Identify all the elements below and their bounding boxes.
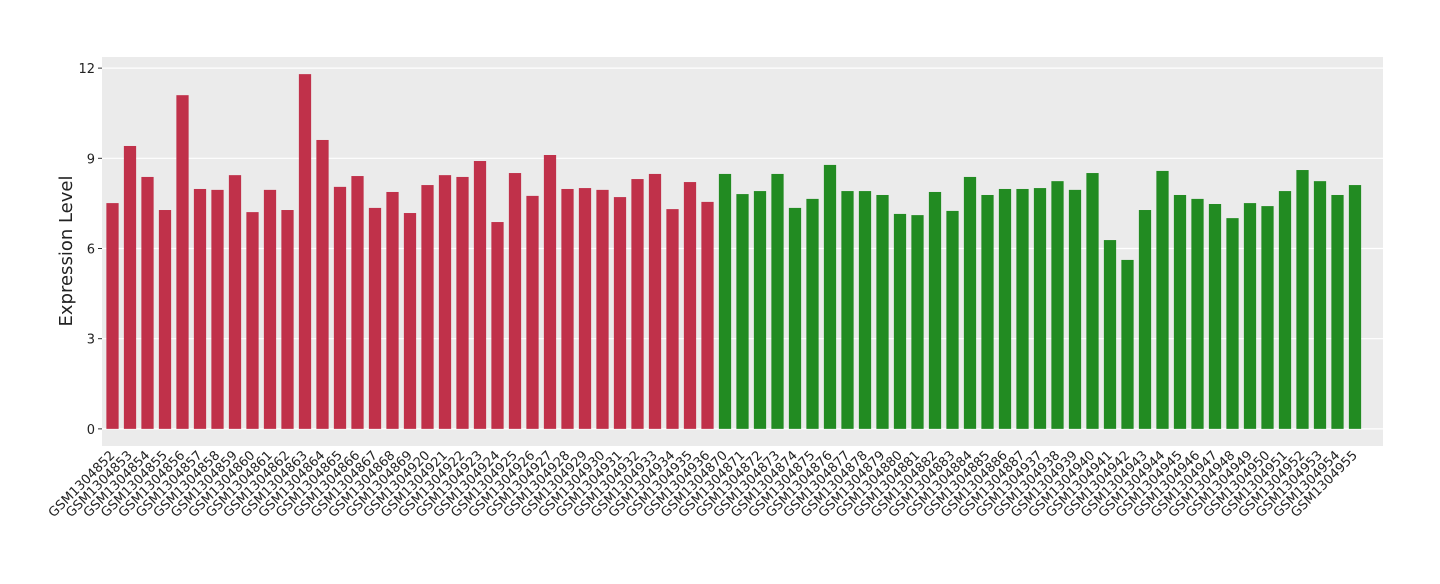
bar: [1313, 181, 1327, 429]
bar: [1016, 188, 1029, 429]
bar: [333, 186, 347, 429]
bar: [578, 188, 592, 429]
bar: [981, 194, 994, 429]
bar: [1261, 206, 1274, 429]
bar: [526, 195, 539, 429]
bar: [316, 139, 329, 429]
bar: [946, 210, 959, 429]
bar: [683, 182, 697, 429]
bar: [858, 191, 872, 429]
y-tick-label: 12: [78, 62, 95, 77]
bar: [771, 173, 784, 429]
y-axis-label: Expression Level: [56, 176, 77, 327]
bar: [176, 95, 189, 429]
bar: [211, 189, 224, 429]
bar: [193, 188, 207, 429]
bar: [1226, 218, 1239, 429]
bar: [123, 145, 137, 429]
bar: [806, 198, 819, 429]
bar: [1331, 194, 1344, 429]
bar: [1121, 259, 1134, 429]
bar: [1173, 194, 1187, 429]
bar: [263, 189, 277, 429]
bar: [911, 215, 924, 429]
bar: [368, 207, 382, 429]
bar: [491, 222, 504, 429]
bar: [228, 175, 242, 429]
bar: [106, 203, 119, 429]
bar: [928, 191, 942, 429]
bar: [456, 176, 469, 429]
bar: [403, 213, 417, 429]
bar: [1278, 191, 1292, 429]
y-tick-label: 3: [87, 333, 95, 348]
bar: [351, 176, 364, 429]
bar: [1033, 188, 1047, 429]
bar: [701, 201, 714, 429]
bar: [141, 176, 154, 429]
bar: [613, 197, 627, 429]
bar: [421, 185, 434, 429]
bar: [753, 191, 767, 429]
bar: [893, 213, 907, 429]
bar: [386, 191, 399, 429]
bar: [1348, 185, 1362, 429]
bar: [1086, 173, 1099, 429]
bar: [281, 210, 294, 429]
bar: [736, 194, 749, 429]
bar: [648, 173, 662, 429]
bar: [1156, 170, 1169, 429]
bar: [1208, 204, 1222, 429]
bar: [246, 212, 259, 429]
y-tick-label: 6: [87, 242, 95, 257]
bar: [1243, 203, 1257, 429]
bar: [631, 179, 644, 429]
bar: [473, 161, 487, 429]
bar: [841, 191, 854, 429]
bar: [998, 188, 1012, 429]
y-tick-label: 0: [87, 423, 95, 438]
bar: [718, 173, 732, 429]
bar: [1068, 189, 1082, 429]
bar: [823, 164, 837, 429]
bar: [561, 188, 574, 429]
bar: [1051, 181, 1064, 429]
y-tick-label: 9: [87, 152, 95, 167]
bar: [1103, 240, 1117, 429]
bar: [1191, 198, 1204, 429]
bar: [508, 173, 522, 429]
bar: [1138, 210, 1152, 429]
bar: [298, 74, 312, 429]
bar: [1296, 170, 1309, 429]
bar: [596, 189, 609, 429]
bar: [788, 207, 802, 429]
bar: [876, 194, 889, 429]
bar: [543, 155, 557, 429]
bar: [666, 209, 679, 429]
bar: [438, 175, 452, 429]
bar: [963, 176, 977, 429]
bar: [158, 210, 172, 429]
